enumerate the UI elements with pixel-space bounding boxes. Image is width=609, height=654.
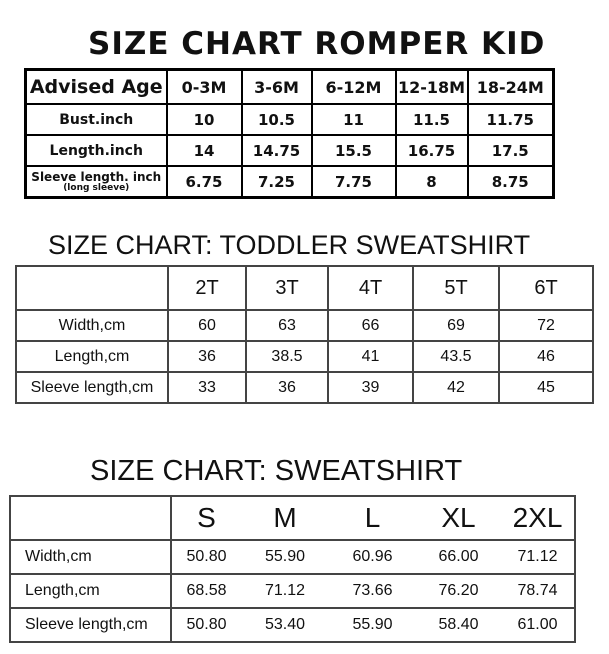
header-row: S M L XL 2XL — [10, 495, 575, 541]
value-cell: 60 — [167, 309, 247, 342]
size-header-cell: 2XL — [501, 495, 575, 541]
row-label-cell: Sleeve length,cm — [10, 607, 172, 643]
value-cell: 68.58 — [171, 573, 241, 609]
header-row: Advised Age 0-3M 3-6M 6-12M 12-18M 18-24M — [24, 68, 555, 105]
value-cell: 33 — [167, 371, 247, 404]
value-cell: 8 — [394, 165, 469, 199]
size-header-cell: S — [171, 495, 241, 541]
row-label-cell: Bust.inch — [24, 103, 168, 136]
value-cell: 11.5 — [394, 103, 469, 136]
size-header-cell: 3-6M — [240, 68, 313, 105]
table-row: Width,cm 50.80 55.90 60.96 66.00 71.12 — [10, 539, 575, 575]
size-header-cell: M — [241, 495, 329, 541]
toddler-size-table: 2T 3T 4T 5T 6T Width,cm 60 63 66 69 72 Length,cm 36 3… — [15, 265, 594, 404]
size-header-cell: XL — [416, 495, 501, 541]
table-row: Width,cm 60 63 66 69 72 — [15, 309, 594, 342]
value-cell: 38.5 — [245, 340, 329, 373]
size-header-cell: 12-18M — [394, 68, 469, 105]
value-cell: 61.00 — [501, 607, 575, 643]
sweatshirt-title: SIZE CHART: SWEATSHIRT — [90, 455, 463, 487]
row-label-cell: Length,cm — [15, 340, 169, 373]
value-cell: 14 — [165, 134, 243, 167]
value-cell: 15.5 — [310, 134, 397, 167]
sweatshirt-size-table: S M L XL 2XL Width,cm 50.80 55.90 60.96 66.00 71.1… — [9, 495, 576, 643]
value-cell: 66.00 — [416, 539, 501, 575]
header-label-cell — [10, 495, 172, 541]
size-header-cell: 4T — [327, 265, 414, 311]
table-row: Bust.inch 10 10.5 11 11.5 11.75 — [24, 103, 555, 136]
row-label-cell: Length,cm — [10, 573, 172, 609]
romper-size-table: Advised Age 0-3M 3-6M 6-12M 12-18M 18-24M Bust… — [24, 68, 555, 199]
size-header-cell: L — [329, 495, 416, 541]
row-label-cell: Sleeve length,cm — [15, 371, 169, 404]
value-cell: 72 — [498, 309, 594, 342]
table-row: Length.inch 14 14.75 15.5 16.75 17.5 — [24, 134, 555, 167]
value-cell: 10.5 — [240, 103, 313, 136]
toddler-title: SIZE CHART: TODDLER SWEATSHIRT — [48, 230, 531, 260]
row-label-cell: Length.inch — [24, 134, 168, 167]
value-cell: 11 — [310, 103, 397, 136]
size-header-cell: 6-12M — [310, 68, 397, 105]
value-cell: 11.75 — [466, 103, 555, 136]
value-cell: 8.75 — [466, 165, 555, 199]
value-cell: 6.75 — [165, 165, 243, 199]
value-cell: 14.75 — [240, 134, 313, 167]
value-cell: 71.12 — [241, 573, 329, 609]
table-row: Length,cm 36 38.5 41 43.5 46 — [15, 340, 594, 373]
row-label: Sleeve length. inch — [31, 170, 162, 184]
value-cell: 45 — [498, 371, 594, 404]
value-cell: 71.12 — [501, 539, 575, 575]
size-header-cell: 6T — [498, 265, 594, 311]
size-header-cell: 3T — [245, 265, 329, 311]
value-cell: 36 — [167, 340, 247, 373]
value-cell: 50.80 — [171, 607, 241, 643]
header-row: 2T 3T 4T 5T 6T — [15, 265, 594, 311]
value-cell: 78.74 — [501, 573, 575, 609]
size-header-cell: 18-24M — [466, 68, 555, 105]
row-label-cell: Width,cm — [10, 539, 172, 575]
value-cell: 39 — [327, 371, 414, 404]
value-cell: 63 — [245, 309, 329, 342]
value-cell: 50.80 — [171, 539, 241, 575]
value-cell: 16.75 — [394, 134, 469, 167]
value-cell: 42 — [412, 371, 500, 404]
value-cell: 53.40 — [241, 607, 329, 643]
value-cell: 7.25 — [240, 165, 313, 199]
value-cell: 7.75 — [310, 165, 397, 199]
value-cell: 69 — [412, 309, 500, 342]
value-cell: 41 — [327, 340, 414, 373]
value-cell: 36 — [245, 371, 329, 404]
value-cell: 76.20 — [416, 573, 501, 609]
value-cell: 58.40 — [416, 607, 501, 643]
value-cell: 66 — [327, 309, 414, 342]
table-row: Sleeve length,cm 33 36 39 42 45 — [15, 371, 594, 404]
value-cell: 55.90 — [241, 539, 329, 575]
table-row: Length,cm 68.58 71.12 73.66 76.20 78.74 — [10, 573, 575, 609]
value-cell: 55.90 — [329, 607, 416, 643]
value-cell: 73.66 — [329, 573, 416, 609]
row-sublabel: (long sleeve) — [63, 183, 130, 193]
value-cell: 43.5 — [412, 340, 500, 373]
value-cell: 60.96 — [329, 539, 416, 575]
row-label-cell: Width,cm — [15, 309, 169, 342]
size-header-cell: 5T — [412, 265, 500, 311]
value-cell: 10 — [165, 103, 243, 136]
value-cell: 46 — [498, 340, 594, 373]
romper-title: SIZE CHART ROMPER KID — [88, 26, 546, 62]
row-label-cell: Sleeve length. inch (long sleeve) — [24, 165, 168, 199]
table-row: Sleeve length,cm 50.80 53.40 55.90 58.40 61.0… — [10, 607, 575, 643]
table-row: Sleeve length. inch (long sleeve) 6.75 7.25… — [24, 165, 555, 199]
header-label-cell: Advised Age — [24, 68, 168, 105]
size-header-cell: 2T — [167, 265, 247, 311]
header-label-cell — [15, 265, 169, 311]
value-cell: 17.5 — [466, 134, 555, 167]
size-header-cell: 0-3M — [165, 68, 243, 105]
